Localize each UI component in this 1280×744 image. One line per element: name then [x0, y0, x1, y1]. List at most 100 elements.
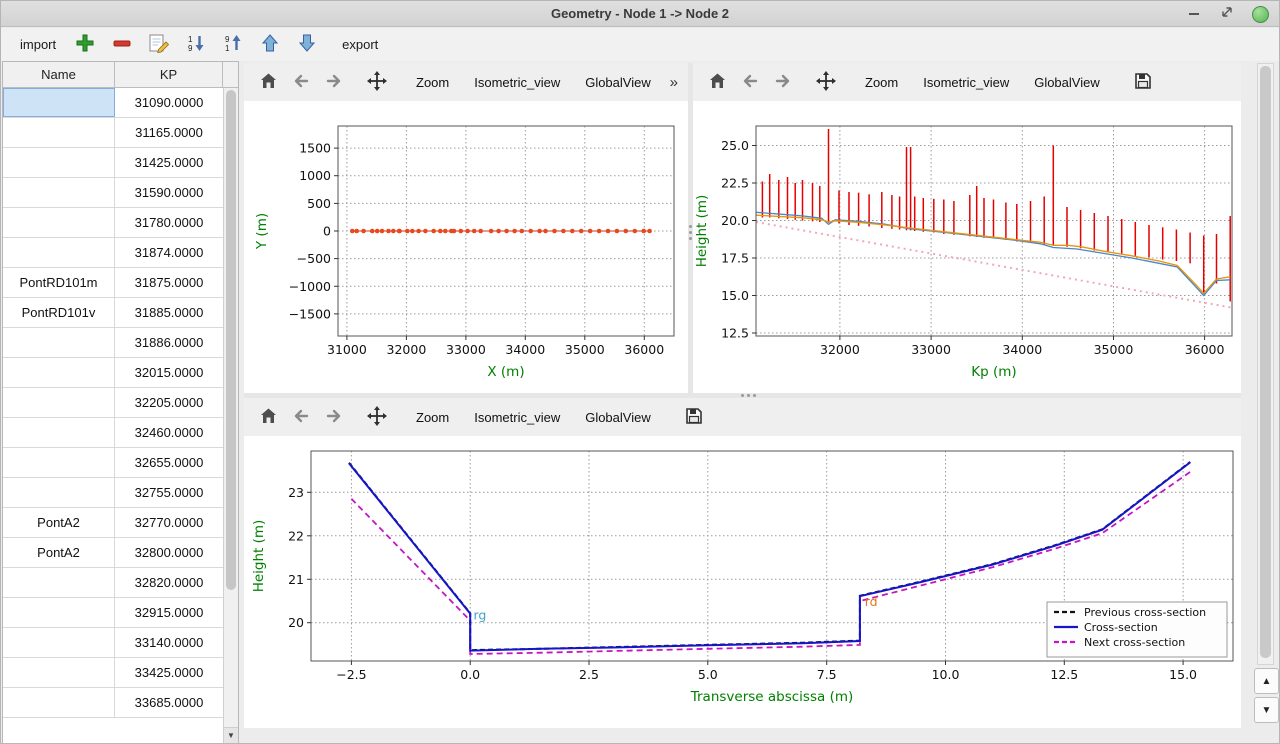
table-row[interactable]: 32460.0000	[3, 418, 223, 448]
table-row[interactable]: 32755.0000	[3, 478, 223, 508]
kp-cell[interactable]: 32915.0000	[134, 605, 204, 620]
isometric-view-button[interactable]: Isometric_view	[464, 403, 570, 431]
kp-cell[interactable]: 32755.0000	[134, 485, 204, 500]
kp-cell[interactable]: 32820.0000	[134, 575, 204, 590]
zoom-button[interactable]: Zoom	[406, 403, 459, 431]
import-button[interactable]: import	[20, 37, 57, 52]
name-cell[interactable]	[3, 418, 115, 447]
kp-cell[interactable]: 31425.0000	[134, 155, 204, 170]
isometric-view-button[interactable]: Isometric_view	[913, 68, 1019, 96]
save-figure-button[interactable]	[1129, 68, 1157, 96]
name-cell[interactable]	[3, 88, 115, 117]
pan-button[interactable]	[363, 68, 391, 96]
kp-cell[interactable]: 32800.0000	[134, 545, 204, 560]
window-scrollbar[interactable]	[1257, 63, 1274, 665]
name-cell[interactable]	[3, 448, 115, 477]
name-cell[interactable]	[3, 148, 115, 177]
table-row[interactable]: 31425.0000	[3, 148, 223, 178]
table-row[interactable]: 32205.0000	[3, 388, 223, 418]
kp-cell[interactable]: 33140.0000	[134, 635, 204, 650]
scroll-up-button[interactable]: ▲	[1254, 668, 1279, 694]
forward-button[interactable]	[769, 68, 797, 96]
kp-cell[interactable]: 31886.0000	[134, 335, 204, 350]
name-cell[interactable]	[3, 118, 115, 147]
home-button[interactable]	[254, 403, 282, 431]
kp-cell[interactable]: 33685.0000	[134, 695, 204, 710]
save-figure-button[interactable]	[680, 403, 708, 431]
table-row[interactable]: 31874.0000	[3, 238, 223, 268]
kp-cell[interactable]: 32205.0000	[134, 395, 204, 410]
pan-button[interactable]	[812, 68, 840, 96]
kp-cell[interactable]: 32655.0000	[134, 455, 204, 470]
kp-cell[interactable]: 32015.0000	[134, 365, 204, 380]
remove-row-button[interactable]	[109, 32, 135, 58]
back-button[interactable]	[287, 403, 315, 431]
move-up-button[interactable]	[257, 32, 283, 58]
name-cell[interactable]	[3, 628, 115, 657]
globalview-button[interactable]: GlobalView	[1024, 68, 1110, 96]
name-cell[interactable]	[3, 208, 115, 237]
table-row[interactable]: 32915.0000	[3, 598, 223, 628]
home-button[interactable]	[703, 68, 731, 96]
minimize-button[interactable]	[1185, 5, 1203, 23]
kp-cell[interactable]: 31165.0000	[135, 125, 203, 140]
home-button[interactable]	[254, 68, 282, 96]
kp-cell[interactable]: 31590.0000	[134, 185, 204, 200]
table-scrollbar-thumb[interactable]	[226, 90, 236, 590]
close-button[interactable]	[1251, 5, 1269, 23]
table-row[interactable]: 33140.0000	[3, 628, 223, 658]
name-cell[interactable]	[3, 238, 115, 267]
table-row[interactable]: 31886.0000	[3, 328, 223, 358]
column-header-kp[interactable]: KP	[115, 62, 223, 87]
back-button[interactable]	[287, 68, 315, 96]
kp-cell[interactable]: 32460.0000	[134, 425, 204, 440]
table-row[interactable]: 32655.0000	[3, 448, 223, 478]
table-row[interactable]: 31590.0000	[3, 178, 223, 208]
table-row[interactable]: 31165.0000	[3, 118, 223, 148]
move-down-button[interactable]	[294, 32, 320, 58]
edit-button[interactable]	[146, 32, 172, 58]
name-cell[interactable]	[3, 328, 115, 357]
add-row-button[interactable]	[72, 32, 98, 58]
table-row[interactable]: 31090.0000	[3, 88, 223, 118]
pan-button[interactable]	[363, 403, 391, 431]
name-cell[interactable]	[3, 478, 115, 507]
globalview-button[interactable]: GlobalView	[575, 68, 661, 96]
table-scroll-down-button[interactable]: ▼	[224, 727, 238, 743]
horizontal-splitter[interactable]	[244, 393, 1241, 398]
toolbar-overflow-button[interactable]: »	[669, 73, 678, 91]
forward-button[interactable]	[320, 403, 348, 431]
window-scrollbar-thumb[interactable]	[1260, 66, 1271, 658]
forward-button[interactable]	[320, 68, 348, 96]
back-button[interactable]	[736, 68, 764, 96]
table-row[interactable]: PontRD101v 31885.0000	[3, 298, 223, 328]
kp-cell[interactable]: 31875.0000	[134, 275, 204, 290]
table-row[interactable]: PontRD101m 31875.0000	[3, 268, 223, 298]
vertical-splitter[interactable]	[688, 63, 693, 393]
name-cell[interactable]	[3, 388, 115, 417]
name-cell[interactable]	[3, 598, 115, 627]
name-cell[interactable]: PontA2	[3, 508, 115, 537]
name-cell[interactable]: PontRD101m	[3, 268, 115, 297]
globalview-button[interactable]: GlobalView	[575, 403, 661, 431]
table-row[interactable]: 31780.0000	[3, 208, 223, 238]
kp-cell[interactable]: 31874.0000	[134, 245, 204, 260]
table-row[interactable]: 32820.0000	[3, 568, 223, 598]
profile-plot[interactable]: 32000 33000 34000 35000 36000 12.5 15.0 17.5 20.…	[693, 101, 1241, 393]
table-row[interactable]: 33425.0000	[3, 658, 223, 688]
export-button[interactable]: export	[342, 37, 379, 52]
name-cell[interactable]	[3, 658, 115, 687]
table-row[interactable]: 32015.0000	[3, 358, 223, 388]
zoom-button[interactable]: Zoom	[855, 68, 908, 96]
table-row[interactable]: 33685.0000	[3, 688, 223, 718]
column-header-name[interactable]: Name	[3, 62, 115, 87]
name-cell[interactable]	[3, 688, 115, 717]
name-cell[interactable]: PontRD101v	[3, 298, 115, 327]
name-cell[interactable]	[3, 568, 115, 597]
kp-cell[interactable]: 31885.0000	[134, 305, 204, 320]
name-cell[interactable]	[3, 178, 115, 207]
kp-cell[interactable]: 31090.0000	[134, 95, 204, 110]
plan-view-plot[interactable]: 31000 32000 33000 34000 35000 36000 −1500 −1000…	[244, 101, 688, 393]
